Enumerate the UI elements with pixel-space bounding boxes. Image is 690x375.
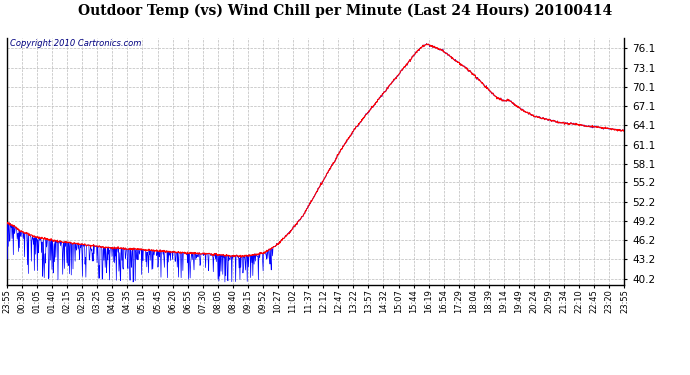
- Text: Outdoor Temp (vs) Wind Chill per Minute (Last 24 Hours) 20100414: Outdoor Temp (vs) Wind Chill per Minute …: [78, 4, 612, 18]
- Text: Copyright 2010 Cartronics.com: Copyright 2010 Cartronics.com: [10, 39, 141, 48]
